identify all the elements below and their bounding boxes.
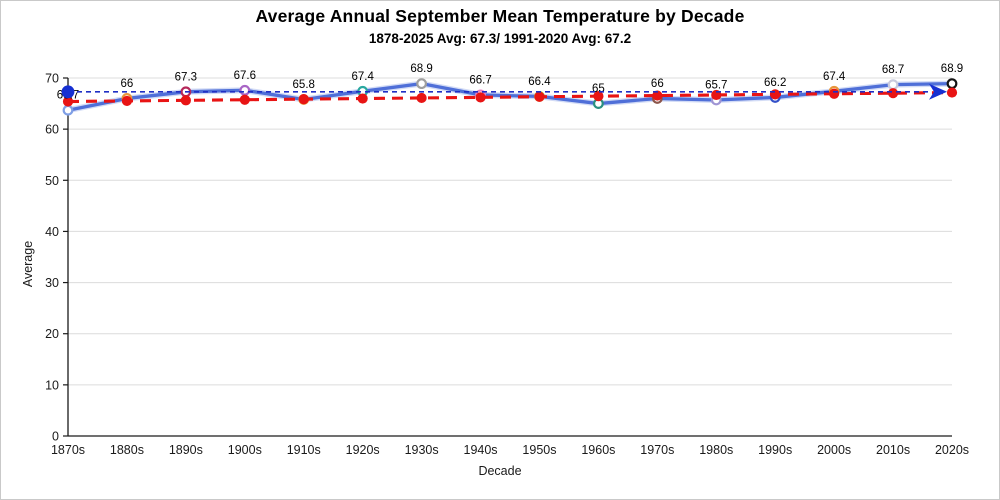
data-point-label: 66.2 — [764, 77, 786, 89]
y-tick-label: 50 — [45, 174, 59, 188]
trend-dot — [180, 95, 191, 106]
trend-dot — [593, 91, 604, 102]
data-point-label: 66 — [651, 78, 664, 90]
chart-title: Average Annual September Mean Temperatur… — [255, 6, 745, 26]
data-point-label: 67.4 — [351, 71, 374, 83]
x-tick-label: 1960s — [581, 443, 615, 457]
x-tick-label: 1930s — [405, 443, 439, 457]
data-point-label: 65 — [592, 83, 605, 95]
data-point-label: 67.6 — [234, 70, 256, 82]
x-tick-label: 2020s — [935, 443, 969, 457]
y-tick-label: 20 — [45, 327, 59, 341]
data-point-label: 68.9 — [941, 63, 963, 75]
trend-dot — [62, 96, 74, 107]
average-line-start-dot — [61, 85, 75, 99]
trend-dot — [357, 93, 368, 104]
data-point-label: 65.8 — [293, 79, 315, 91]
y-tick-label: 60 — [45, 123, 59, 137]
trend-dot — [298, 94, 309, 105]
y-tick-label: 0 — [52, 430, 59, 444]
x-tick-label: 1990s — [758, 443, 792, 457]
average-line-arrow-icon — [929, 83, 947, 100]
trend-dot — [887, 88, 899, 99]
data-point-label: 68.7 — [882, 64, 904, 76]
trend-line — [67, 91, 953, 104]
x-tick-label: 2000s — [817, 443, 851, 457]
trend-dot — [652, 90, 663, 101]
trend-dot — [829, 88, 840, 99]
trend-dot — [416, 92, 427, 104]
x-tick-label: 1970s — [640, 443, 674, 457]
data-point-label: 67.3 — [175, 71, 197, 83]
trend-dot — [946, 87, 958, 98]
x-tick-label: 1910s — [287, 443, 321, 457]
data-point-marker — [946, 78, 958, 90]
x-tick-label: 1980s — [699, 443, 733, 457]
data-point-marker — [239, 84, 251, 96]
chart-subtitle: 1878-2025 Avg: 67.3/ 1991-2020 Avg: 67.2 — [368, 31, 632, 46]
x-axis-title: Decade — [478, 464, 522, 478]
data-point-label: 68.9 — [410, 63, 432, 75]
trend-dot — [534, 91, 545, 102]
trend-dot — [239, 94, 250, 105]
data-point-label: 67.4 — [823, 71, 846, 83]
x-tick-label: 2010s — [876, 443, 910, 457]
y-tick-label: 30 — [45, 276, 59, 290]
data-point-label: 65.7 — [705, 79, 727, 91]
data-point-marker — [62, 104, 74, 116]
data-point-label: 66.7 — [469, 74, 491, 86]
x-tick-label: 1940s — [464, 443, 498, 457]
data-point-label: 66.4 — [528, 76, 551, 88]
x-tick-label: 1880s — [110, 443, 144, 457]
y-tick-label: 10 — [45, 378, 59, 392]
y-tick-label: 40 — [45, 225, 59, 239]
trend-dot — [770, 89, 781, 100]
x-tick-label: 1950s — [522, 443, 556, 457]
y-axis-title: Average — [21, 240, 36, 288]
y-tick-label: 70 — [45, 72, 59, 86]
trend-dot — [121, 95, 133, 107]
data-point-marker — [416, 78, 428, 90]
data-point-marker — [887, 79, 899, 91]
x-tick-label: 1870s — [51, 443, 85, 457]
x-tick-label: 1920s — [346, 443, 380, 457]
trend-dot — [475, 92, 486, 103]
x-tick-label: 1890s — [169, 443, 203, 457]
x-tick-label: 1900s — [228, 443, 262, 457]
data-point-label: 66 — [121, 78, 134, 90]
